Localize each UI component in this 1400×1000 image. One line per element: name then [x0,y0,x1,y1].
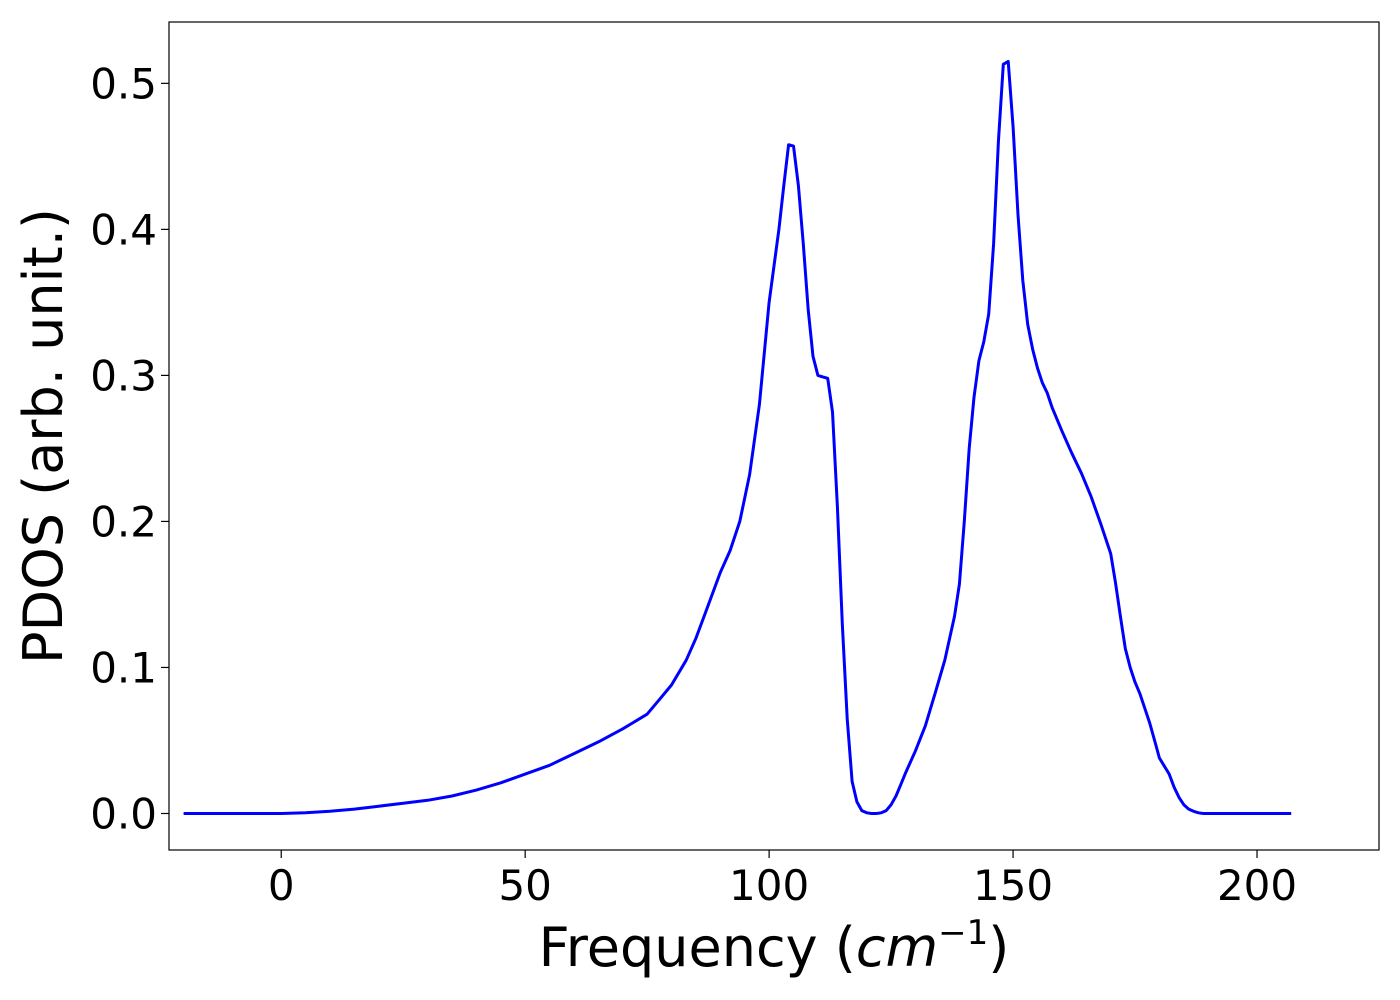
x-axis-label-unit: cm [856,916,938,979]
y-tick-label: 0.0 [90,789,157,838]
plot-frame [168,21,1380,851]
y-tick-label: 0.4 [90,205,157,254]
x-tick-label: 50 [498,861,551,910]
pdos-series-line [183,59,1292,815]
x-tick-label: 0 [268,861,295,910]
y-tick-label: 0.1 [90,643,157,692]
x-axis-label: Frequency (cm−1) [539,913,1010,979]
y-axis-label: PDOS (arb. unit.) [12,208,75,664]
y-tick-label: 0.3 [90,351,157,400]
y-axis-ticks: 0.0 0.1 0.2 0.3 0.4 0.5 [90,59,169,838]
series-layer [183,59,1292,815]
y-tick-label: 0.5 [90,59,157,108]
x-axis-label-text: Frequency [539,916,835,979]
x-axis-label-paren-close: ) [988,916,1009,979]
x-axis-label-unit-exponent: −1 [938,913,988,953]
y-tick-label: 0.2 [90,497,157,546]
x-axis-label-paren-open: ( [835,916,856,979]
x-tick-label: 150 [973,861,1053,910]
x-tick-label: 100 [729,861,809,910]
x-axis-ticks: 0 50 100 150 200 [268,850,1297,910]
x-tick-label: 200 [1217,861,1297,910]
